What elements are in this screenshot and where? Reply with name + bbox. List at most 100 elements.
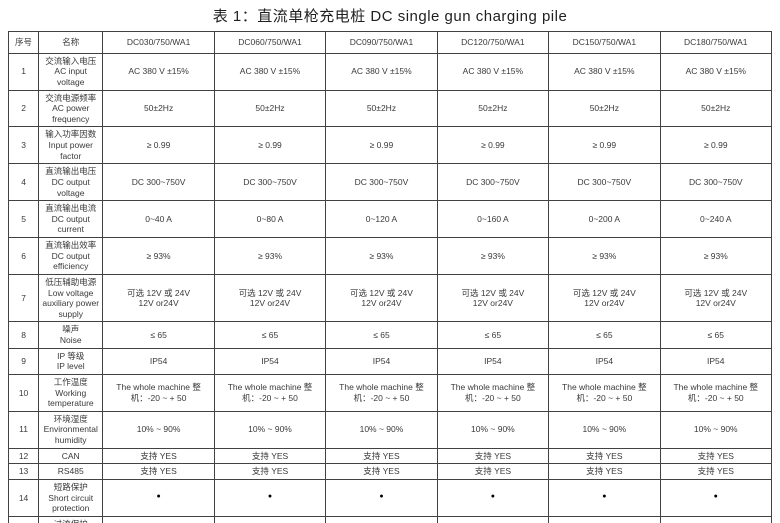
table-row: 8 噪声 Noise ≤ 65 ≤ 65 ≤ 65 ≤ 65 ≤ 65 ≤ 65 (7, 321, 773, 349)
row-serial-number: 9 (7, 347, 40, 375)
spec-value: ≤ 65 (436, 321, 550, 349)
spec-value: 50±2Hz (102, 89, 215, 128)
parameter-name-en: AC power frequency (52, 103, 90, 124)
feature-supported-dot: ● (548, 515, 661, 523)
feature-supported-dot: ● (659, 478, 773, 517)
parameter-name-zh: 噪声 (62, 324, 80, 335)
row-parameter-name: 短路保护 Short circuit protection (38, 478, 104, 517)
spec-value: AC 380 V ±15% (325, 52, 438, 91)
spec-value: IP54 (436, 347, 550, 375)
parameter-name-zh: 直流输出电流 (45, 203, 97, 214)
spec-value: The whole machine 整机：-20 ~ + 50 (213, 373, 327, 412)
row-parameter-name: CAN (38, 447, 104, 465)
parameter-name-zh: 直流输出电压 (45, 166, 97, 177)
row-parameter-name: 输入功率因数 Input power factor (38, 126, 104, 165)
table-row: 6 直流输出效率 DC output efficiency ≥ 93% ≥ 93% ≥ 9… (7, 237, 773, 275)
spec-value: ≥ 93% (436, 237, 550, 275)
spec-value: 可选 12V 或 24V 12V or24V (213, 273, 327, 323)
spec-value: DC 300~750V (436, 163, 550, 202)
spec-value: ≤ 65 (548, 321, 661, 349)
spec-value: 支持 YES (213, 447, 327, 465)
parameter-name-en: DC output efficiency (51, 250, 90, 272)
parameter-name-zh: 交流输入电压 (45, 55, 97, 66)
row-serial-number: 15 (7, 515, 40, 523)
row-parameter-name: 环境湿度 Environmental humidity (38, 410, 104, 449)
row-parameter-name: 交流电源频率 AC power frequency (38, 89, 104, 128)
spec-table: 序号 名称 DC030/750/WA1 DC060/750/WA1 DC090/… (7, 31, 773, 523)
spec-value: DC 300~750V (325, 163, 438, 202)
parameter-name-zh: 直流输出效率 (45, 240, 97, 250)
row-serial-number: 3 (7, 126, 40, 165)
parameter-name-en: Noise (59, 335, 82, 345)
spec-value: ≤ 65 (325, 321, 438, 349)
spec-value: 0~80 A (213, 200, 327, 238)
parameter-name-en: Short circuit protection (48, 492, 94, 514)
spec-value: 0~120 A (325, 200, 438, 238)
spec-value: The whole machine 整机：-20 ~ + 50 (436, 373, 550, 412)
parameter-name-zh: RS485 (57, 466, 84, 477)
spec-value: 支持 YES (548, 463, 661, 480)
parameter-name-en: IP level (56, 361, 85, 372)
parameter-name-en: Low voltage auxiliary power supply (42, 287, 100, 319)
feature-supported-dot: ● (102, 515, 215, 523)
feature-supported-dot: ● (436, 515, 550, 523)
spec-value: DC 300~750V (659, 163, 773, 202)
spec-value: 支持 YES (548, 447, 661, 465)
spec-value: 可选 12V 或 24V 12V or24V (548, 273, 661, 323)
spec-value: 50±2Hz (436, 89, 550, 128)
parameter-name-en: AC input voltage (54, 66, 88, 87)
spec-value: 0~160 A (436, 200, 550, 238)
header-name: 名称 (38, 31, 104, 54)
spec-value: The whole machine 整机：-20 ~ + 50 (325, 373, 438, 412)
spec-value: 10% ~ 90% (325, 410, 438, 449)
row-serial-number: 2 (7, 89, 40, 128)
spec-value: IP54 (102, 347, 215, 375)
table-row: 14 短路保护 Short circuit protection ● ● ● ● ● ● (7, 478, 773, 517)
feature-supported-dot: ● (659, 515, 773, 523)
spec-value: DC 300~750V (102, 163, 215, 202)
table-row: 12 CAN 支持 YES 支持 YES 支持 YES 支持 YES 支持 YES 支持 YE… (7, 447, 773, 465)
row-parameter-name: 直流输出效率 DC output efficiency (38, 237, 104, 275)
parameter-name-en: Environmental humidity (43, 424, 98, 445)
table-row: 5 直流输出电流 DC output current 0~40 A 0~80 A 0~12… (7, 200, 773, 238)
spec-value: 50±2Hz (548, 89, 661, 128)
table-row: 4 直流输出电压 DC output voltage DC 300~750V DC 30… (7, 163, 773, 202)
row-parameter-name: 直流输出电压 DC output voltage (38, 163, 104, 202)
spec-value: ≥ 93% (102, 237, 215, 275)
spec-value: ≥ 93% (213, 237, 327, 275)
spec-value: 支持 YES (659, 447, 773, 465)
table-row: 13 RS485 支持 YES 支持 YES 支持 YES 支持 YES 支持 YES 支持 … (7, 463, 773, 480)
spec-value: 可选 12V 或 24V 12V or24V (325, 273, 438, 323)
row-parameter-name: 过流保护Over current protection (38, 515, 104, 523)
row-serial-number: 14 (7, 478, 40, 517)
feature-supported-dot: ● (325, 515, 438, 523)
spec-value: IP54 (548, 347, 661, 375)
spec-value: ≥ 0.99 (102, 126, 215, 165)
spec-value: ≥ 0.99 (548, 126, 661, 165)
row-parameter-name: 噪声 Noise (38, 321, 104, 349)
feature-supported-dot: ● (213, 478, 327, 517)
parameter-name-zh: CAN (61, 450, 80, 461)
spec-value: The whole machine 整机：-20 ~ + 50 (102, 373, 215, 412)
spec-value: ≥ 0.99 (436, 126, 550, 165)
spec-value: 50±2Hz (325, 89, 438, 128)
row-parameter-name: IP 等级 IP level (38, 347, 104, 375)
spec-value: ≥ 93% (325, 237, 438, 275)
spec-value: ≥ 0.99 (659, 126, 773, 165)
spec-value: 10% ~ 90% (213, 410, 327, 449)
table-row: 2 交流电源频率 AC power frequency 50±2Hz 50±2Hz 50±… (7, 89, 773, 128)
parameter-name-zh: 环境湿度 (53, 413, 88, 424)
parameter-name-en: Input power factor (48, 140, 93, 161)
table-row: 11 环境湿度 Environmental humidity 10% ~ 90% 10%… (7, 410, 773, 449)
spec-value: ≥ 0.99 (325, 126, 438, 165)
header-model-dc090: DC090/750/WA1 (325, 31, 438, 54)
row-serial-number: 12 (7, 447, 40, 465)
spec-value: 0~240 A (659, 200, 773, 238)
spec-value: 支持 YES (102, 463, 215, 480)
header-serial-number: 序号 (7, 31, 40, 54)
header-model-dc060: DC060/750/WA1 (213, 31, 327, 54)
spec-value: 可选 12V 或 24V 12V or24V (102, 273, 215, 323)
table-header-row: 序号 名称 DC030/750/WA1 DC060/750/WA1 DC090/… (7, 31, 773, 54)
parameter-name-en: DC output voltage (51, 176, 90, 198)
spec-value: ≤ 65 (659, 321, 773, 349)
